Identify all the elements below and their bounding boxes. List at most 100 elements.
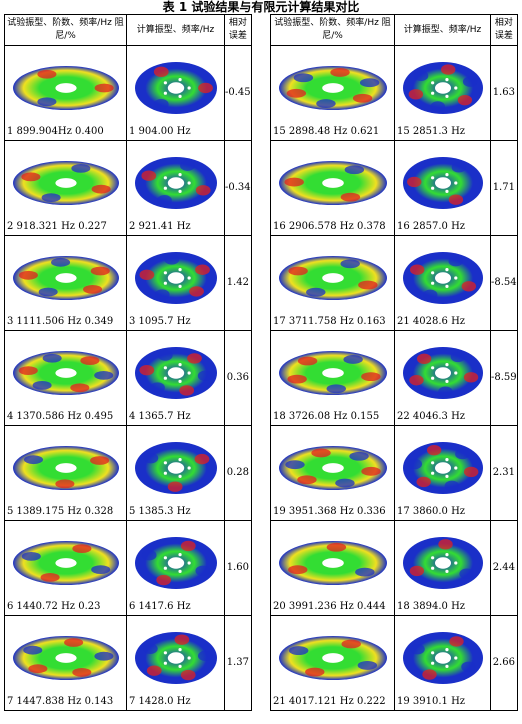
mode-lobe: [409, 565, 425, 577]
center-hole: [55, 653, 77, 663]
calc-mode-cell: 18 3894.0 Hz: [394, 520, 491, 616]
mode-lobe: [438, 539, 453, 550]
calc-mode-cell: 21 4028.6 Hz: [394, 235, 491, 331]
bolt-hole: [163, 91, 167, 95]
calc-mode-cell: 3 1095.7 Hz: [126, 235, 225, 331]
mode-lobe: [42, 353, 62, 363]
mode-lobe: [153, 66, 169, 77]
mode-lobe: [407, 458, 423, 470]
mode-lobe: [287, 374, 307, 384]
calc-mode-shape-image: [403, 632, 483, 684]
mode-lobe: [141, 170, 157, 181]
bolt-hole: [187, 86, 191, 90]
center-hole: [167, 82, 185, 94]
mode-lobe: [180, 160, 195, 171]
mode-lobe: [90, 456, 110, 465]
mode-lobe: [344, 165, 365, 175]
mode-lobe: [83, 284, 103, 294]
mode-lobe: [293, 73, 314, 83]
mode-lobe: [352, 93, 373, 103]
bolt-hole: [431, 176, 435, 180]
mode-lobe: [187, 353, 202, 364]
mode-lobe: [448, 256, 463, 267]
test-mode-cell: 5 1389.175 Hz 0.328: [4, 425, 127, 521]
test-mode-cell: 7 1447.838 Hz 0.143: [4, 615, 127, 711]
result-row: 5 1389.175 Hz 0.328 5 1385.3 Hz 0.28: [4, 425, 252, 521]
bolt-hole: [178, 94, 182, 99]
test-mode-shape-image: [279, 256, 387, 300]
bolt-hole: [178, 189, 182, 194]
bolt-hole: [431, 556, 435, 560]
bolt-hole: [454, 561, 458, 565]
mode-lobe: [179, 385, 195, 396]
calc-mode-shape-image: [135, 157, 217, 209]
mode-lobe: [330, 68, 350, 77]
calc-mode-cell: 4 1365.7 Hz: [126, 330, 225, 426]
results-table-left: 试验振型、阶数、频率/Hz 阻尼/% 计算振型、频率/Hz 相对误差 1 899…: [4, 14, 252, 711]
mode-lobe: [361, 466, 381, 476]
bolt-hole: [187, 276, 191, 280]
bolt-hole: [178, 647, 182, 652]
mode-lobe: [305, 667, 325, 677]
bolt-hole: [445, 457, 449, 462]
center-hole: [167, 272, 185, 284]
calc-mode-shape-image: [403, 62, 483, 114]
bolt-hole: [163, 186, 167, 190]
test-mode-cell: 15 2898.48 Hz 0.621: [270, 45, 395, 141]
calc-caption: 22 4046.3 Hz: [397, 411, 466, 422]
center-hole: [55, 463, 77, 473]
center-hole: [55, 368, 77, 378]
mode-lobe: [174, 634, 190, 645]
center-hole: [55, 178, 77, 188]
calc-mode-cell: 7 1428.0 Hz: [126, 615, 225, 711]
test-mode-cell: 21 4017.121 Hz 0.222: [270, 615, 395, 711]
mode-lobe: [55, 479, 75, 489]
mode-lobe: [457, 94, 473, 106]
calc-caption: 5 1385.3 Hz: [129, 506, 191, 517]
mode-lobe: [340, 259, 360, 269]
calc-mode-shape-image: [135, 62, 217, 114]
mode-lobe: [335, 478, 355, 488]
relative-error: 1.37: [224, 615, 252, 711]
result-row: 2 918.321 Hz 0.227 2 921.41 Hz -0.34: [4, 140, 252, 236]
test-caption: 6 1440.72 Hz 0.23: [7, 601, 101, 612]
table-title: 表 1 试验结果与有限元计算结果对比: [162, 0, 360, 14]
mode-lobe: [90, 266, 110, 276]
result-row: 7 1447.838 Hz 0.143 7 1428.0 Hz 1.37: [4, 615, 252, 711]
mode-lobe: [462, 76, 478, 87]
bolt-hole: [431, 376, 435, 380]
mode-lobe: [461, 281, 477, 292]
result-row: 4 1370.586 Hz 0.495 4 1365.7 Hz 0.36: [4, 330, 252, 426]
bolt-hole: [431, 661, 435, 665]
bolt-hole: [163, 176, 167, 180]
calc-caption: 2 921.41 Hz: [129, 221, 191, 232]
mode-lobe: [438, 386, 453, 397]
header-err: 相对误差: [490, 14, 518, 46]
center-hole: [55, 83, 77, 93]
calc-mode-shape-image: [135, 632, 217, 684]
center-hole: [322, 178, 344, 188]
mode-lobe: [195, 565, 211, 576]
mode-lobe: [37, 69, 57, 79]
mode-lobe: [91, 184, 111, 194]
center-hole: [435, 177, 451, 189]
mode-lobe: [51, 257, 71, 267]
mode-lobe: [189, 286, 204, 297]
bolt-hole: [163, 556, 167, 560]
mode-lobe: [197, 370, 213, 382]
test-mode-shape-image: [279, 161, 387, 205]
test-mode-shape-image: [13, 541, 119, 585]
result-row: 17 3711.758 Hz 0.163 21 4028.6 Hz -8.54: [270, 235, 518, 331]
bolt-hole: [445, 77, 449, 82]
test-mode-cell: 6 1440.72 Hz 0.23: [4, 520, 127, 616]
mode-lobe: [153, 99, 169, 110]
test-caption: 2 918.321 Hz 0.227: [7, 221, 107, 232]
center-hole: [322, 653, 344, 663]
test-mode-shape-image: [279, 446, 387, 490]
bolt-hole: [163, 566, 167, 570]
calc-caption: 21 4028.6 Hz: [397, 316, 466, 327]
mode-lobe: [80, 356, 100, 366]
mode-lobe: [141, 550, 157, 561]
calc-mode-cell: 22 4046.3 Hz: [394, 330, 491, 426]
calc-mode-cell: 6 1417.6 Hz: [126, 520, 225, 616]
